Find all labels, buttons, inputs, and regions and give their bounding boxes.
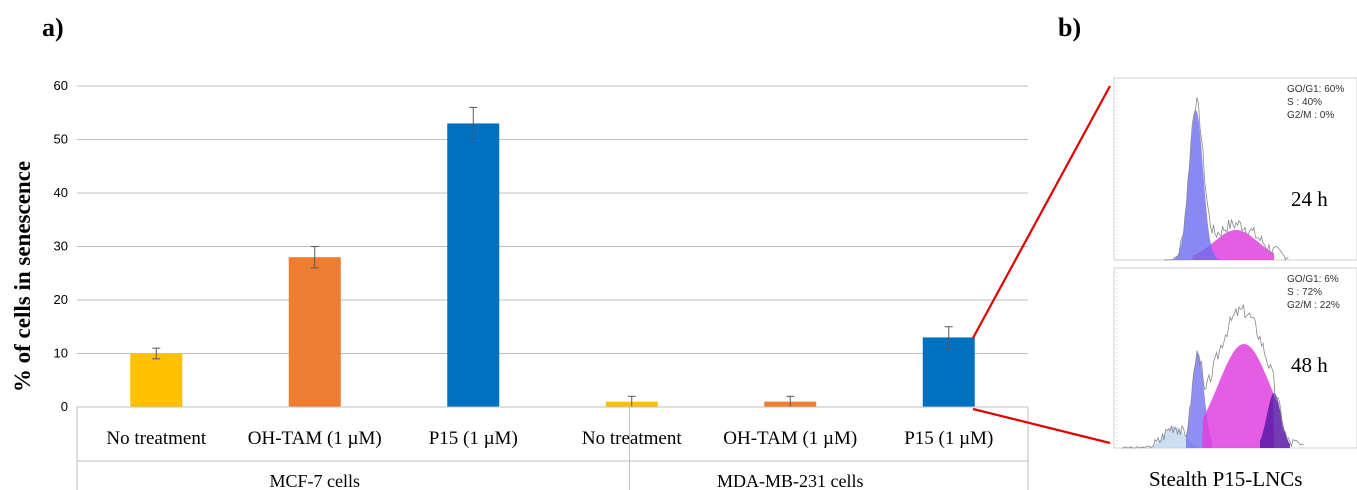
histogram-caption: Stealth P15-LNCs xyxy=(1149,467,1302,490)
cell-cycle-stat: GO/G1: 6% xyxy=(1287,274,1339,285)
y-tick-label: 30 xyxy=(54,239,68,254)
x-category-label: P15 (1 µM) xyxy=(429,428,518,449)
x-group-label: MCF-7 cells xyxy=(269,471,360,490)
zoom-connector-line xyxy=(972,407,1111,445)
x-category-label: P15 (1 µM) xyxy=(904,428,993,449)
histogram-frame xyxy=(1113,77,1357,261)
histogram-trace xyxy=(1122,304,1304,449)
bar xyxy=(130,353,183,407)
cell-cycle-histograms: GO/G1: 60% S : 40% G2/M : 0% 24 h GO/G1: 6% S… xyxy=(972,77,1357,490)
x-category-label: OH-TAM (1 µM) xyxy=(248,428,382,449)
y-tick-label: 40 xyxy=(54,185,68,200)
histogram-trace xyxy=(1163,97,1289,261)
bar xyxy=(288,257,341,407)
bar xyxy=(447,123,500,407)
panel-label-b: b) xyxy=(1058,13,1081,42)
phase-g2m-area xyxy=(1260,393,1290,448)
x-category-label: No treatment xyxy=(582,428,682,449)
y-axis-label: % of cells in senescence xyxy=(10,161,35,392)
cell-cycle-stat: G2/M : 22% xyxy=(1287,300,1340,311)
y-tick-label: 10 xyxy=(54,346,68,361)
cell-cycle-stat: G2/M : 0% xyxy=(1287,110,1334,121)
cell-cycle-stat: S : 40% xyxy=(1287,97,1322,108)
x-category-label: OH-TAM (1 µM) xyxy=(723,428,857,449)
cell-cycle-stat: GO/G1: 60% xyxy=(1287,84,1344,95)
phase-g1-area xyxy=(1172,110,1220,260)
time-point-label: 48 h xyxy=(1291,353,1328,377)
y-tick-label: 60 xyxy=(54,78,68,93)
zoom-connector-line xyxy=(972,85,1111,339)
y-tick-label: 20 xyxy=(54,292,68,307)
x-category-label: No treatment xyxy=(106,428,206,449)
senescence-bar-chart: 0 10 20 30 40 50 60 % of cells in senescence No … xyxy=(10,78,1029,490)
panel-label-a: a) xyxy=(42,13,64,42)
y-tick-label: 0 xyxy=(61,399,68,414)
cell-cycle-stat: S : 72% xyxy=(1287,287,1322,298)
time-point-label: 24 h xyxy=(1291,187,1328,211)
x-group-label: MDA-MB-231 cells xyxy=(717,471,864,490)
phase-s-area xyxy=(1202,344,1276,448)
y-tick-label: 50 xyxy=(54,132,68,147)
bar xyxy=(922,337,975,407)
